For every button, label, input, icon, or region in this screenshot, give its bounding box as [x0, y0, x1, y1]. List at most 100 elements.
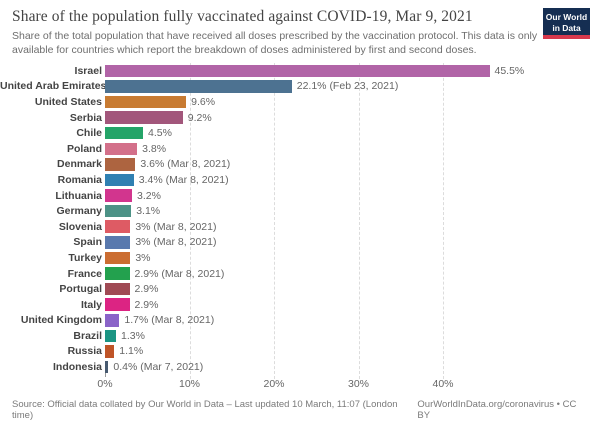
bar-track: 1.3%	[105, 328, 585, 344]
value-label: 3.6% (Mar 8, 2021)	[140, 158, 231, 171]
gridline-40	[443, 63, 445, 379]
value-label: 3.2%	[137, 189, 161, 202]
country-label: Poland	[66, 142, 102, 155]
value-label: 3%	[135, 251, 151, 264]
bar-track: 2.9%	[105, 297, 585, 313]
country-label: Israel	[74, 64, 102, 77]
chart-rows: Israel 45.5% United Arab Emirates 22.1% (Fe…	[0, 63, 600, 375]
country-label: Lithuania	[55, 189, 102, 202]
bar-italy[interactable]	[105, 298, 130, 311]
bar-track: 3.6% (Mar 8, 2021)	[105, 157, 585, 173]
value-label: 4.5%	[148, 127, 172, 140]
chart-row: Poland 3.8%	[0, 141, 600, 157]
country-label: Serbia	[69, 111, 102, 124]
license-link[interactable]: OurWorldInData.org/coronavirus • CC BY	[417, 398, 577, 421]
bar-brazil[interactable]	[105, 329, 116, 343]
chart-row: Germany 3.1%	[0, 203, 600, 219]
x-tick-label-10: 10%	[178, 377, 201, 390]
value-label: 9.6%	[191, 95, 216, 108]
bar-track: 3% (Mar 8, 2021)	[105, 235, 585, 251]
bar-track: 2.9%	[105, 281, 585, 297]
country-label: Slovenia	[58, 220, 102, 233]
bar-denmark[interactable]	[105, 158, 136, 171]
gridlines	[105, 63, 585, 379]
bar-israel[interactable]	[105, 64, 490, 78]
x-tick-label-40: 40%	[432, 377, 454, 390]
chart-row: Portugal 2.9%	[0, 281, 600, 297]
value-label: 2.9%	[134, 298, 159, 311]
chart-row: Turkey 3%	[0, 250, 600, 266]
bar-romania[interactable]	[105, 173, 134, 187]
bar-track: 0.4% (Mar 7, 2021)	[105, 359, 585, 375]
value-label: 1.7% (Mar 8, 2021)	[124, 314, 215, 327]
bar-track: 3.8%	[105, 141, 585, 157]
country-label: Russia	[67, 345, 102, 358]
bar-united-kingdom[interactable]	[105, 314, 120, 327]
bar-track: 3.1%	[105, 203, 585, 219]
country-label: France	[67, 267, 102, 280]
bar-lithuania[interactable]	[105, 189, 133, 202]
chart-row: Russia 1.1%	[0, 344, 600, 360]
bar-chile[interactable]	[105, 126, 144, 140]
chart-footer: Source: Official data collated by Our Wo…	[0, 392, 600, 421]
bar-slovenia[interactable]	[105, 220, 131, 233]
bar-portugal[interactable]	[105, 282, 130, 296]
gridline-10	[189, 63, 191, 379]
bar-track: 3%	[105, 250, 585, 266]
x-tick-label-20: 20%	[263, 377, 285, 390]
bar-track: 9.6%	[105, 94, 585, 110]
owid-logo[interactable]: Our World in Data	[543, 8, 590, 39]
bar-track: 1.1%	[105, 344, 585, 360]
bar-poland[interactable]	[105, 142, 138, 156]
chart-row: Serbia 9.2%	[0, 110, 600, 126]
chart-title: Share of the population fully vaccinated…	[12, 8, 473, 25]
country-label: Spain	[73, 236, 102, 249]
country-label: Turkey	[68, 251, 102, 264]
bar-russia[interactable]	[105, 345, 115, 358]
value-label: 0.4% (Mar 7, 2021)	[113, 361, 204, 374]
chart-header: Share of the population fully vaccinated…	[0, 8, 600, 57]
bar-track: 1.7% (Mar 8, 2021)	[105, 313, 585, 329]
country-label: Brazil	[73, 329, 102, 342]
bar-track: 9.2%	[105, 110, 585, 126]
chart-row: Italy 2.9%	[0, 297, 600, 313]
value-label: 9.2%	[187, 111, 212, 124]
country-label: United Kingdom	[20, 314, 102, 327]
chart-row: France 2.9% (Mar 8, 2021)	[0, 266, 600, 282]
gridline-30	[358, 63, 360, 379]
bar-indonesia[interactable]	[105, 360, 109, 374]
country-label: Italy	[80, 298, 102, 311]
value-label: 3% (Mar 8, 2021)	[135, 220, 217, 233]
x-tick-label-30: 30%	[348, 377, 370, 390]
gridline-20	[274, 63, 275, 379]
bar-track: 4.5%	[105, 125, 585, 141]
owid-logo-line1: Our World	[545, 12, 588, 22]
bar-track: 3.4% (Mar 8, 2021)	[105, 172, 585, 188]
value-label: 3.4% (Mar 8, 2021)	[138, 173, 229, 186]
bar-spain[interactable]	[105, 236, 131, 249]
bar-united-states[interactable]	[105, 95, 187, 109]
chart-row: Slovenia 3% (Mar 8, 2021)	[0, 219, 600, 235]
country-label: Portugal	[59, 283, 102, 296]
bar-germany[interactable]	[105, 204, 132, 218]
bar-track: 3.2%	[105, 188, 585, 204]
value-label: 2.9% (Mar 8, 2021)	[134, 267, 225, 280]
x-tick-label-0: 0%	[97, 377, 113, 390]
chart-row: Lithuania 3.2%	[0, 188, 600, 204]
chart-row: United Arab Emirates 22.1% (Feb 23, 2021)	[0, 79, 600, 95]
bar-turkey[interactable]	[105, 251, 131, 265]
country-label: United States	[34, 95, 102, 108]
value-label: 1.3%	[120, 329, 145, 342]
bar-united-arab-emirates[interactable]	[105, 80, 292, 93]
country-label: Romania	[57, 173, 102, 186]
country-label: Indonesia	[52, 361, 102, 374]
country-label: United Arab Emirates	[0, 80, 107, 93]
value-label: 3.1%	[136, 205, 161, 218]
bar-serbia[interactable]	[105, 111, 183, 124]
bar-france[interactable]	[105, 267, 130, 280]
source-note: Source: Official data collated by Our Wo…	[12, 398, 398, 421]
zero-tick-mark	[105, 372, 106, 377]
value-label: 22.1% (Feb 23, 2021)	[296, 80, 399, 93]
chart-area: Israel 45.5% United Arab Emirates 22.1% (Fe…	[0, 63, 600, 392]
